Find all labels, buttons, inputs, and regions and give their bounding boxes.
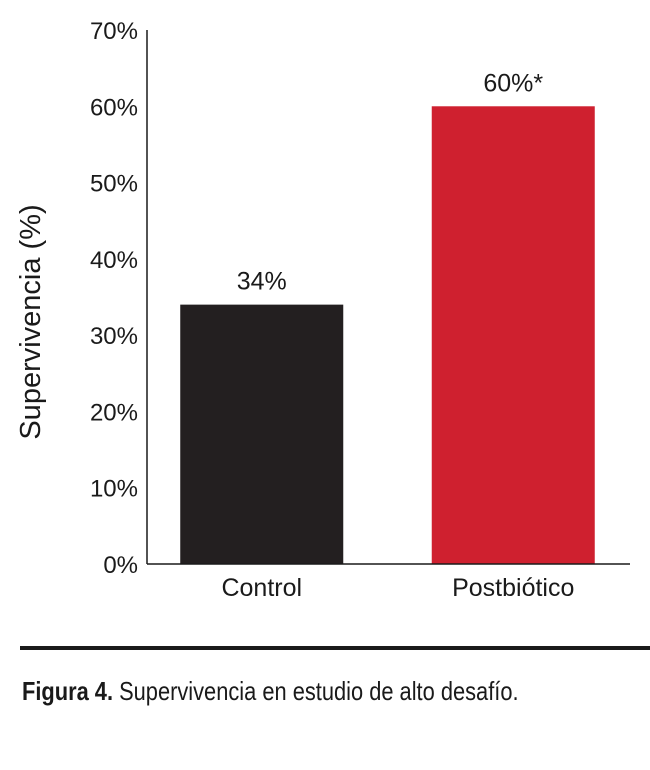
bar-chart: 0% 10% 20% 30% 40% 50% 60% 70% 34% 60%* Control P…	[15, 18, 630, 602]
bar	[431, 106, 595, 565]
caption-divider	[20, 646, 650, 650]
category-labels: Control Postbiótico	[221, 574, 574, 602]
bar-value-label: 60%*	[483, 69, 543, 97]
x-category-label: Postbiótico	[452, 574, 574, 602]
y-tick-label: 40%	[90, 247, 138, 274]
figure-caption: Figura 4. Supervivencia en estudio de al…	[22, 676, 519, 707]
bars	[180, 106, 595, 565]
y-axis-ticks: 0% 10% 20% 30% 40% 50% 60% 70%	[90, 18, 138, 579]
y-tick-label: 0%	[103, 552, 138, 579]
caption-text: Supervivencia en estudio de alto desafío…	[113, 676, 519, 706]
y-tick-label: 60%	[90, 94, 138, 121]
x-category-label: Control	[221, 574, 302, 602]
y-tick-label: 50%	[90, 171, 138, 198]
y-tick-label: 30%	[90, 323, 138, 350]
y-tick-label: 20%	[90, 399, 138, 426]
y-tick-label: 70%	[90, 18, 138, 45]
bar	[180, 304, 344, 564]
bar-value-label: 34%	[237, 268, 287, 296]
y-axis-title: Supervivencia (%)	[15, 204, 47, 439]
caption-label: Figura 4.	[22, 676, 114, 706]
y-tick-label: 10%	[90, 476, 138, 503]
data-labels: 34% 60%*	[237, 69, 544, 295]
